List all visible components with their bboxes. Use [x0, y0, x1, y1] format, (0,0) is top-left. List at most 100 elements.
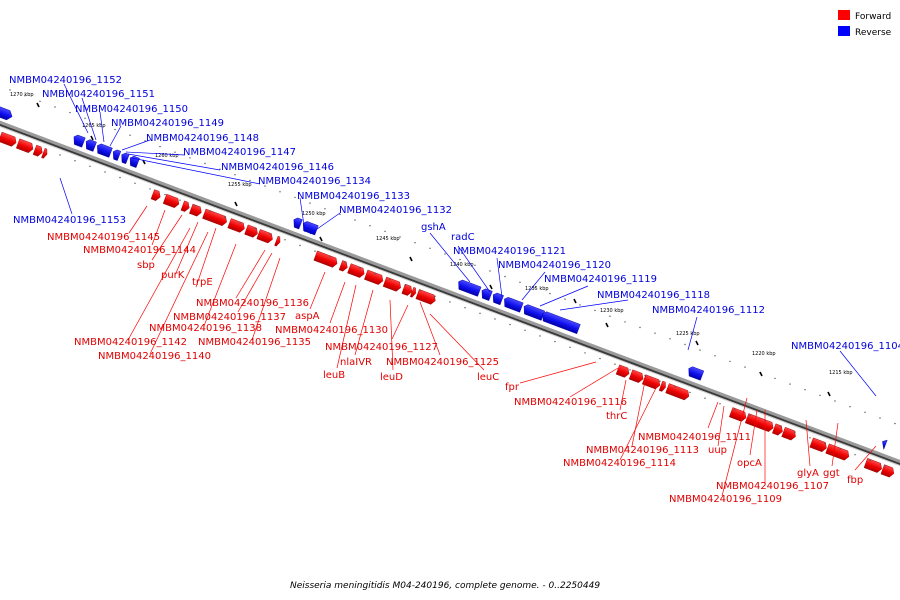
reverse-gene[interactable] [128, 155, 140, 168]
gene-label[interactable]: NMBM04240196_1120 [498, 260, 611, 271]
forward-gene[interactable] [338, 260, 349, 272]
gene-label[interactable]: NMBM04240196_1130 [275, 325, 388, 336]
forward-gene[interactable] [41, 148, 48, 159]
forward-gene[interactable] [32, 144, 44, 157]
forward-gene[interactable] [150, 189, 162, 202]
forward-gene[interactable] [658, 380, 667, 392]
forward-gene[interactable] [180, 200, 191, 213]
gene-label[interactable]: NMBM04240196_1107 [716, 481, 829, 492]
reverse-gene[interactable] [880, 439, 888, 451]
gene-label[interactable]: ggt [823, 468, 840, 479]
reverse-gene[interactable] [0, 101, 14, 121]
forward-gene[interactable] [202, 208, 228, 227]
gene-label[interactable]: nlaIVR [340, 357, 372, 368]
gene-label[interactable]: NMBM04240196_1111 [638, 432, 751, 443]
gene-label[interactable]: glyA [797, 468, 819, 479]
reverse-gene[interactable] [456, 279, 482, 297]
reverse-gene[interactable] [95, 143, 113, 158]
forward-gene[interactable] [409, 287, 417, 298]
gene-label[interactable]: NMBM04240196_1112 [652, 305, 765, 316]
gene-label[interactable]: NMBM04240196_1137 [173, 312, 286, 323]
gene-label[interactable]: fbp [847, 475, 863, 486]
reverse-gene[interactable] [540, 311, 581, 335]
gene-label[interactable]: NMBM04240196_1114 [563, 458, 676, 469]
gene-label[interactable]: NMBM04240196_1125 [386, 357, 499, 368]
reverse-gene[interactable] [111, 149, 122, 161]
forward-gene[interactable] [162, 193, 181, 209]
gene-label[interactable]: NMBM04240196_1116 [514, 397, 627, 408]
gene-label[interactable]: NMBM04240196_1138 [149, 323, 262, 334]
gene-label[interactable]: NMBM04240196_1136 [196, 298, 309, 309]
forward-gene[interactable] [665, 383, 691, 401]
gene-label[interactable]: NMBM04240196_1145 [47, 232, 160, 243]
gene-label[interactable]: thrC [606, 411, 627, 422]
forward-gene[interactable] [880, 464, 896, 479]
forward-gene[interactable] [781, 427, 798, 441]
forward-gene[interactable] [809, 437, 828, 453]
gene-label[interactable]: NMBM04240196_1153 [13, 215, 126, 226]
forward-gene[interactable] [628, 369, 645, 384]
gene-label[interactable]: NMBM04240196_1135 [198, 337, 311, 348]
gene-label[interactable]: aspA [295, 311, 320, 322]
gene-label[interactable]: NMBM04240196_1134 [258, 176, 371, 187]
gene-label[interactable]: NMBM04240196_1146 [221, 162, 334, 173]
gene-label[interactable]: purK [161, 270, 185, 281]
gene-label[interactable]: NMBM04240196_1140 [98, 351, 211, 362]
forward-gene[interactable] [244, 224, 260, 239]
gene-label[interactable]: NMBM04240196_1133 [297, 191, 410, 202]
gene-label[interactable]: NMBM04240196_1104 [791, 341, 900, 352]
gene-label[interactable]: NMBM04240196_1127 [325, 342, 438, 353]
forward-gene[interactable] [313, 250, 339, 268]
forward-gene[interactable] [641, 374, 661, 390]
forward-gene[interactable] [0, 131, 18, 147]
reverse-gene[interactable] [522, 304, 546, 321]
forward-gene[interactable] [744, 413, 775, 433]
forward-gene[interactable] [415, 289, 437, 305]
reverse-gene[interactable] [301, 220, 319, 236]
gene-label[interactable]: trpE [192, 277, 213, 288]
gene-label[interactable]: NMBM04240196_1142 [74, 337, 187, 348]
gene-label[interactable]: NMBM04240196_1147 [183, 147, 296, 158]
gene-label[interactable]: NMBM04240196_1118 [597, 290, 710, 301]
gene-label[interactable]: NMBM04240196_1109 [669, 494, 782, 505]
reverse-gene[interactable] [291, 217, 303, 230]
forward-gene[interactable] [15, 138, 34, 154]
reverse-gene[interactable] [71, 134, 86, 148]
gene-label[interactable]: fpr [505, 382, 520, 393]
reverse-gene[interactable] [479, 288, 493, 301]
gene-label[interactable]: NMBM04240196_1151 [42, 89, 155, 100]
forward-gene[interactable] [189, 203, 203, 217]
reverse-gene[interactable] [84, 139, 97, 152]
reverse-gene[interactable] [119, 152, 130, 165]
forward-gene[interactable] [863, 458, 883, 473]
gene-label[interactable]: NMBM04240196_1132 [339, 205, 452, 216]
forward-gene[interactable] [729, 407, 747, 423]
forward-gene[interactable] [347, 263, 365, 279]
gene-label[interactable]: radC [451, 232, 475, 243]
forward-gene[interactable] [256, 229, 275, 244]
gene-label[interactable]: leuD [380, 372, 403, 383]
gene-label[interactable]: uup [708, 445, 727, 456]
gene-label[interactable]: NMBM04240196_1149 [111, 118, 224, 129]
gene-label[interactable]: NMBM04240196_1121 [453, 246, 566, 257]
forward-gene[interactable] [401, 283, 414, 297]
forward-gene[interactable] [825, 443, 851, 461]
gene-label[interactable]: opcA [737, 458, 762, 469]
gene-label[interactable]: NMBM04240196_1152 [9, 75, 122, 86]
forward-gene[interactable] [274, 235, 282, 247]
forward-gene[interactable] [615, 364, 631, 379]
gene-label[interactable]: NMBM04240196_1148 [146, 133, 259, 144]
reverse-gene[interactable] [502, 296, 524, 313]
gene-label[interactable]: sbp [137, 260, 155, 271]
gene-label[interactable]: leuC [477, 372, 499, 383]
forward-gene[interactable] [382, 276, 402, 292]
gene-label[interactable]: NMBM04240196_1150 [75, 104, 188, 115]
gene-label[interactable]: leuB [323, 370, 345, 381]
forward-gene[interactable] [364, 269, 384, 286]
reverse-gene[interactable] [686, 366, 705, 381]
gene-label[interactable]: NMBM04240196_1119 [544, 274, 657, 285]
gene-label[interactable]: gshA [421, 222, 446, 233]
gene-label[interactable]: NMBM04240196_1144 [83, 245, 196, 256]
gene-label[interactable]: NMBM04240196_1113 [586, 445, 699, 456]
forward-gene[interactable] [227, 218, 246, 233]
